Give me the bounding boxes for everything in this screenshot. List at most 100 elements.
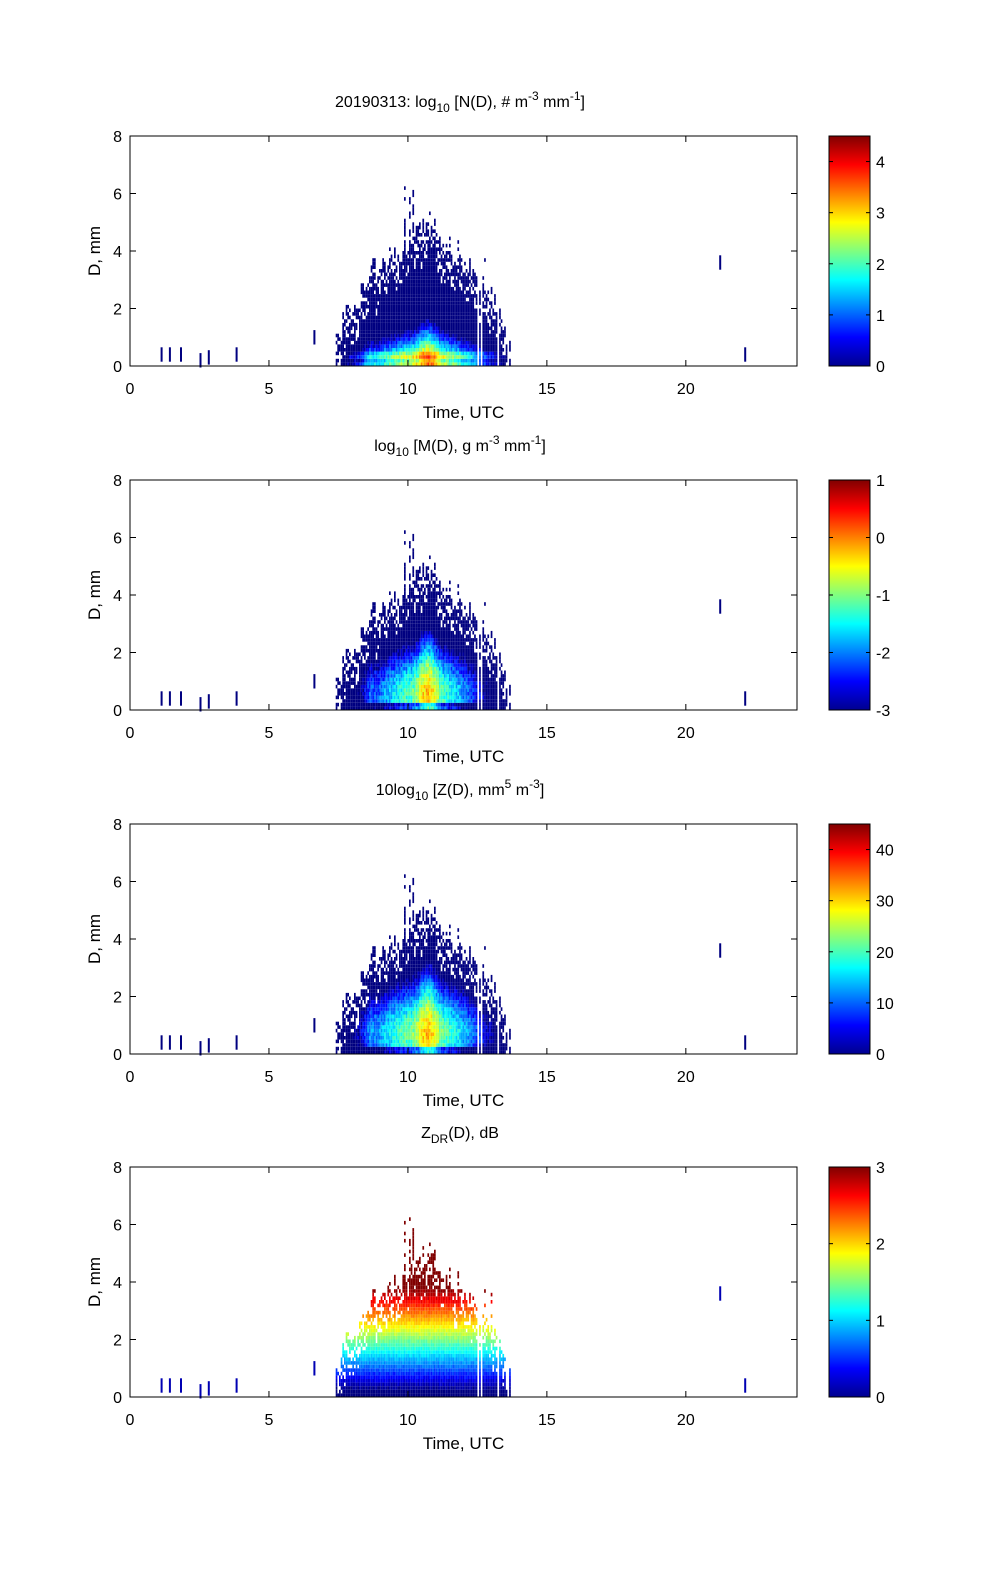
heatmap-cell (502, 341, 504, 345)
heatmap-cell (456, 305, 458, 309)
heatmap-cell (397, 627, 399, 631)
heatmap-cell (381, 352, 383, 356)
heatmap-cell (389, 638, 391, 642)
heatmap-cell (352, 696, 354, 700)
heatmap-cell (419, 233, 421, 237)
heatmap-cell (464, 638, 466, 642)
heatmap-cell (371, 341, 373, 345)
heatmap-cell (434, 319, 436, 323)
heatmap-cell (356, 352, 358, 356)
heatmap-cell (421, 627, 423, 631)
heatmap-cell (501, 678, 503, 682)
heatmap-cell (367, 660, 369, 664)
heatmap-cell (412, 208, 414, 212)
heatmap-cell (432, 327, 434, 331)
heatmap-cell (442, 298, 444, 302)
heatmap-cell (414, 359, 416, 363)
heatmap-cell (421, 617, 423, 621)
colorbar-tick-label: -2 (876, 646, 890, 663)
heatmap-cell (347, 1004, 349, 1008)
heatmap-cell (416, 276, 418, 280)
heatmap-cell (444, 627, 446, 631)
heatmap-cell (426, 240, 428, 244)
heatmap-cell (349, 696, 351, 700)
heatmap-cell (426, 344, 428, 348)
heatmap-cell (399, 319, 401, 323)
heatmap-cell (462, 635, 464, 639)
heatmap-cell (464, 688, 466, 692)
heatmap-cell (429, 309, 431, 313)
heatmap-cell (446, 244, 448, 248)
heatmap-cell (384, 355, 386, 359)
heatmap-cell (407, 316, 409, 320)
heatmap-cell (452, 334, 454, 338)
heatmap-cell (467, 316, 469, 320)
heatmap-cell (457, 359, 459, 363)
heatmap-cell (411, 706, 413, 710)
heatmap-cell (501, 703, 503, 707)
heatmap-cell (374, 660, 376, 664)
heatmap-cell (409, 247, 411, 251)
heatmap-cell (366, 696, 368, 700)
heatmap-cell (424, 635, 426, 639)
heatmap-cell (494, 667, 496, 671)
heatmap-cell (424, 706, 426, 710)
heatmap-cell (391, 255, 393, 259)
heatmap-cell (402, 276, 404, 280)
heatmap-cell (377, 287, 379, 291)
heatmap-cell (471, 642, 473, 646)
heatmap-cell (434, 341, 436, 345)
heatmap-cell (482, 344, 484, 348)
heatmap-cell (462, 330, 464, 334)
heatmap-cell (466, 653, 468, 657)
heatmap-cell (434, 294, 436, 298)
heatmap-cell (346, 703, 348, 707)
heatmap-cell (389, 319, 391, 323)
heatmap-cell (346, 305, 348, 309)
heatmap-cell (476, 642, 478, 646)
heatmap-cell (422, 334, 424, 338)
heatmap-cell (444, 681, 446, 685)
heatmap-cell (446, 362, 448, 366)
heatmap-cell (419, 602, 421, 606)
heatmap-cell (432, 237, 434, 241)
heatmap-cell (426, 606, 428, 610)
heatmap-cell (391, 653, 393, 657)
heatmap-cell (464, 341, 466, 345)
heatmap-cell (386, 663, 388, 667)
heatmap-cell (356, 703, 358, 707)
heatmap-cell (409, 233, 411, 237)
heatmap-cell (476, 656, 478, 660)
heatmap-cell (352, 344, 354, 348)
heatmap-cell (437, 291, 439, 295)
heatmap-cell (431, 620, 433, 624)
heatmap-cell (416, 233, 418, 237)
heatmap-cell (362, 359, 364, 363)
heatmap-cell (389, 692, 391, 696)
heatmap-cell (376, 294, 378, 298)
heatmap-cell (487, 699, 489, 703)
heatmap-cell (492, 696, 494, 700)
heatmap-cell (442, 244, 444, 248)
heatmap-cell (456, 359, 458, 363)
heatmap-cell (466, 319, 468, 323)
heatmap-cell (457, 305, 459, 309)
heatmap-cell (456, 703, 458, 707)
heatmap-cell (411, 316, 413, 320)
heatmap-cell (396, 706, 398, 710)
heatmap-cell (432, 344, 434, 348)
heatmap-cell (431, 312, 433, 316)
heatmap-cell (406, 606, 408, 610)
heatmap-cell (419, 226, 421, 230)
heatmap-cell (492, 688, 494, 692)
heatmap-cell (406, 291, 408, 295)
heatmap-cell (364, 656, 366, 660)
heatmap-cell (382, 681, 384, 685)
heatmap-cell (471, 645, 473, 649)
heatmap-cell (401, 674, 403, 678)
heatmap-cell (421, 678, 423, 682)
heatmap-cell (344, 337, 346, 341)
heatmap-cell (407, 251, 409, 255)
heatmap-cell (459, 681, 461, 685)
heatmap-cell (459, 645, 461, 649)
